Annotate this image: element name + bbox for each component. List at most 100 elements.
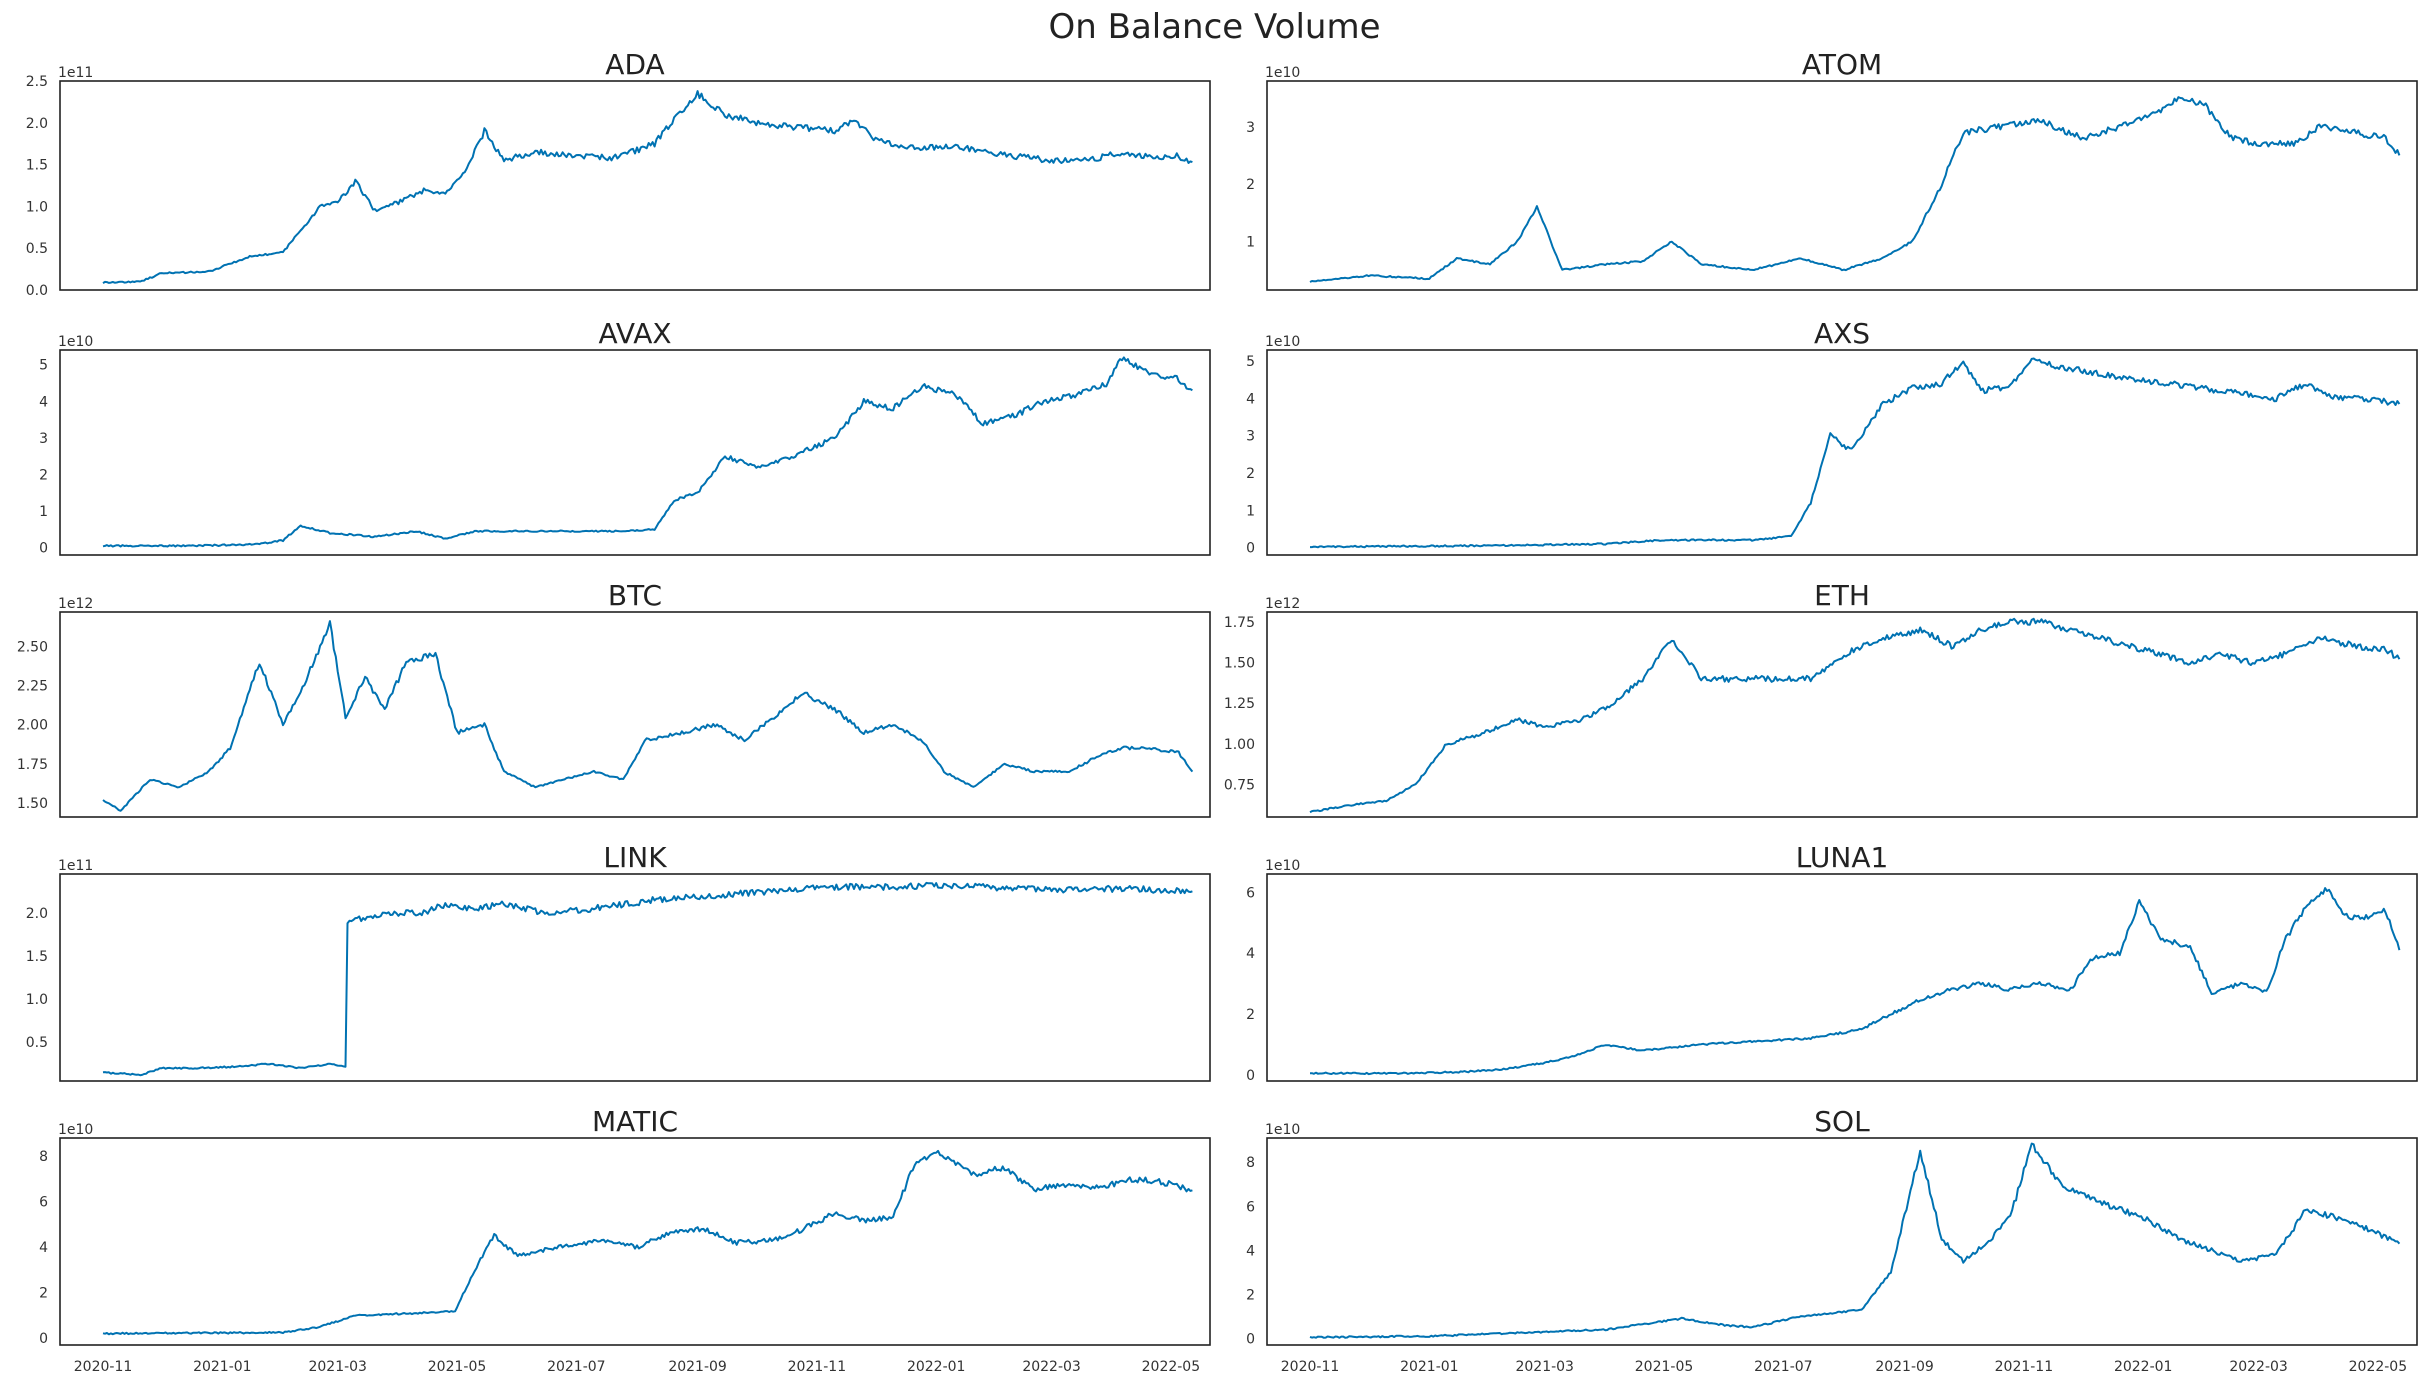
ytick-label: 2 [39, 467, 48, 483]
ytick-label: 5 [1246, 354, 1255, 370]
axes-frame-eth [1266, 611, 2418, 818]
series-line-avax [102, 356, 1193, 548]
panel-title-atom: ATOM [1802, 48, 1882, 81]
ytick-label: 2 [1246, 466, 1255, 482]
ytick-label: 6 [39, 1195, 48, 1211]
offset-text-link: 1e11 [58, 858, 93, 874]
ytick-label: 1.25 [1224, 696, 1255, 712]
ytick-label: 4 [39, 1240, 48, 1256]
xtick-label: 2022-05 [1142, 1359, 1201, 1375]
xtick-label: 2021-03 [1515, 1359, 1574, 1375]
offset-text-luna1: 1e10 [1265, 858, 1300, 874]
panel-atom: ATOM 1e10 1 2 3 [1246, 48, 2418, 291]
xtick-label: 2022-01 [907, 1359, 966, 1375]
ytick-label: 1 [39, 504, 48, 520]
offset-text-avax: 1e10 [58, 334, 93, 350]
ytick-label: 2.0 [26, 906, 48, 922]
xtick-label: 2022-03 [2229, 1359, 2288, 1375]
xtick-label: 2021-11 [1995, 1359, 2054, 1375]
xtick-label: 2021-07 [547, 1359, 606, 1375]
ytick-label: 3 [39, 431, 48, 447]
axes-frame-btc [59, 611, 1211, 818]
ytick-label: 2.0 [26, 116, 48, 132]
ytick-label: 0 [1246, 1331, 1255, 1347]
panel-title-sol: SOL [1814, 1105, 1870, 1138]
axes-frame-avax [59, 349, 1211, 556]
xtick-label: 2021-05 [428, 1359, 487, 1375]
ytick-label: 1.0 [26, 199, 48, 215]
panel-title-link: LINK [603, 841, 667, 874]
ytick-label: 1.75 [1224, 615, 1255, 631]
xtick-label: 2021-01 [193, 1359, 252, 1375]
series-line-btc [102, 620, 1194, 812]
panel-sol: SOL 1e10 0 2 4 6 8 2020-11 2021-01 2021-03 2021-05… [1246, 1105, 2418, 1375]
ytick-label: 8 [1246, 1155, 1255, 1171]
panel-avax: AVAX 1e10 0 1 2 3 4 5 [39, 317, 1211, 557]
ytick-label: 0.5 [26, 241, 48, 257]
series-line-axs [1310, 357, 2401, 549]
xtick-label: 2021-09 [1875, 1359, 1934, 1375]
panel-link: LINK 1e11 0.5 1.0 1.5 2.0 [26, 841, 1211, 1082]
ytick-label: 2 [1246, 1287, 1255, 1303]
panels-group: ADA1e110.00.51.01.52.02.5ATOM1e10123AVAX… [17, 48, 2418, 1375]
ytick-label: 3 [1246, 120, 1255, 136]
ytick-label: 1.75 [17, 757, 48, 773]
panel-axs: AXS 1e10 0 1 2 3 4 5 [1246, 317, 2418, 557]
ytick-label: 0.5 [26, 1035, 48, 1051]
ytick-label: 4 [1246, 1243, 1255, 1259]
ytick-label: 4 [39, 394, 48, 410]
xtick-label: 2020-11 [74, 1359, 133, 1375]
xtick-label: 2022-01 [2114, 1359, 2173, 1375]
ytick-label: 4 [1246, 391, 1255, 407]
panel-title-luna1: LUNA1 [1796, 841, 1889, 874]
ytick-label: 1.5 [26, 158, 48, 174]
offset-text-btc: 1e12 [58, 596, 93, 612]
panel-title-matic: MATIC [592, 1105, 678, 1138]
series-line-matic [102, 1149, 1193, 1336]
ytick-label: 6 [1246, 1199, 1255, 1215]
xtick-label: 2020-11 [1281, 1359, 1340, 1375]
ytick-label: 2.5 [26, 74, 48, 90]
ytick-label: 0 [1246, 1068, 1255, 1084]
panel-luna1: LUNA1 1e10 0 2 4 6 [1246, 841, 2418, 1084]
offset-text-ada: 1e11 [58, 65, 93, 81]
xtick-label: 2021-03 [308, 1359, 367, 1375]
offset-text-eth: 1e12 [1265, 596, 1300, 612]
ytick-label: 2 [39, 1286, 48, 1302]
axes-frame-link [59, 873, 1211, 1082]
ytick-label: 1.5 [26, 949, 48, 965]
ytick-label: 4 [1246, 946, 1255, 962]
series-line-sol [1309, 1142, 2401, 1339]
ytick-label: 1 [1246, 503, 1255, 519]
panel-title-btc: BTC [608, 579, 662, 612]
xtick-label: 2021-11 [788, 1359, 847, 1375]
figure-title: On Balance Volume [1049, 7, 1381, 47]
series-line-ada [102, 90, 1193, 284]
offset-text-axs: 1e10 [1265, 334, 1300, 350]
panel-title-eth: ETH [1814, 579, 1870, 612]
ytick-label: 0 [39, 1331, 48, 1347]
xtick-label: 2022-05 [2349, 1359, 2408, 1375]
ytick-label: 2 [1246, 177, 1255, 193]
axes-frame-axs [1266, 349, 2418, 556]
xtick-label: 2022-03 [1022, 1359, 1081, 1375]
ytick-label: 2.00 [17, 718, 48, 734]
axes-frame-ada [59, 80, 1211, 291]
ytick-label: 0 [1246, 541, 1255, 557]
ytick-label: 2.25 [17, 679, 48, 695]
series-line-eth [1309, 617, 2401, 814]
axes-frame-luna1 [1266, 873, 2418, 1082]
ytick-label: 2.50 [17, 639, 48, 655]
ytick-label: 0.75 [1224, 777, 1255, 793]
ytick-label: 1.50 [1224, 655, 1255, 671]
series-line-link [102, 881, 1193, 1077]
xtick-label: 2021-07 [1754, 1359, 1813, 1375]
panel-title-ada: ADA [605, 48, 664, 81]
panel-title-avax: AVAX [598, 317, 671, 350]
panel-title-axs: AXS [1814, 317, 1870, 350]
ytick-label: 1 [1246, 234, 1255, 250]
panel-btc: BTC 1e12 1.50 1.75 2.00 2.25 2.50 [17, 579, 1211, 818]
xtick-label: 2021-05 [1635, 1359, 1694, 1375]
axes-frame-matic [59, 1137, 1211, 1346]
